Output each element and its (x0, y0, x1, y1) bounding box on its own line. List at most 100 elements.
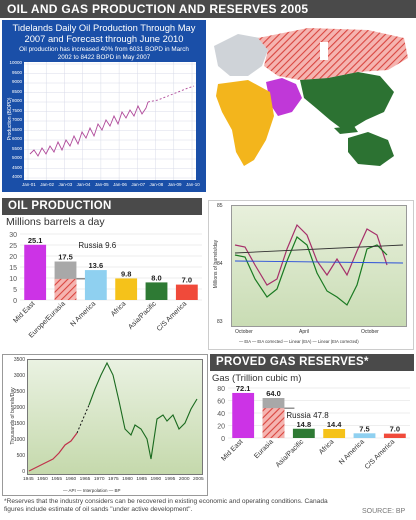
tidelands-panel: Tidelands Daily Oil Production Through M… (2, 20, 206, 192)
category-label: Africa (110, 300, 128, 318)
historic-x-tick: 2005 (193, 477, 204, 482)
tidelands-y-tick: 4500 (11, 164, 22, 170)
right-y-tick: 84 (217, 261, 223, 267)
map-europe (214, 34, 268, 76)
eia-corrected-line (234, 236, 388, 306)
bar-russia-portion (54, 278, 77, 300)
historic-x-tick: 1945 (23, 477, 34, 482)
historic-y-tick: 2000 (13, 405, 25, 411)
footnote: *Reserves that the industry considers ca… (4, 498, 328, 513)
tidelands-x-tick: Jan-05 (94, 182, 109, 187)
category-label: N America (338, 438, 366, 466)
bar-africa (323, 429, 346, 438)
right-line-plot-area (231, 205, 407, 327)
page-title-bar: OIL AND GAS PRODUCTION AND RESERVES 2005 (0, 0, 416, 18)
tidelands-y-tick: 10000 (9, 60, 22, 65)
tidelands-x-tick: Jan-06 (113, 182, 127, 187)
tidelands-x-tick: Jan-01 (22, 182, 36, 187)
tidelands-x-tick: Jan-10 (186, 182, 200, 187)
tidelands-y-tick: 8000 (11, 98, 22, 103)
oil-production-title: OIL PRODUCTION (8, 200, 112, 212)
tidelands-y-tick: 6000 (11, 136, 22, 141)
bar-value-label: 64.0 (266, 389, 281, 398)
right-line-chart-panel: Millions of barrels/day 85 84 83 October Ap… (208, 200, 414, 350)
map-lake (320, 42, 328, 60)
historic-x-tick: 1955 (51, 477, 62, 482)
y-tick-label: 25 (9, 243, 17, 250)
world-map: SOURCE: BP (208, 20, 414, 192)
world-map-svg (214, 28, 408, 166)
russia-label: Russia 9.6 (78, 241, 116, 250)
bar-africa (115, 278, 138, 300)
bar-value-label: 25.1 (28, 236, 43, 245)
bar-value-label: 13.6 (89, 261, 104, 270)
bar-value-label: 8.0 (151, 273, 161, 282)
bar-mid-east (232, 392, 255, 438)
historic-y-tick: 2500 (13, 389, 25, 395)
tidelands-plot-area (24, 62, 196, 180)
historic-x-tick: 1990 (150, 477, 162, 482)
historic-x-tick: 1970 (93, 477, 105, 482)
historic-x-tick: 1985 (136, 477, 147, 482)
bar-value-label: 14.4 (327, 420, 342, 429)
tidelands-x-tick: Jan-02 (40, 182, 54, 187)
category-label: N America (69, 300, 97, 328)
y-tick-label: 60 (217, 399, 225, 406)
historic-ylabel: Thousands of barrels/Day (10, 387, 16, 445)
bar-c-s-america (383, 433, 406, 438)
tidelands-svg (24, 62, 196, 180)
oil-production-header: OIL PRODUCTION (2, 198, 202, 215)
category-label: Africa (318, 438, 336, 456)
historic-legend: — API — Interpolation — BP (63, 488, 121, 493)
y-tick-label: 15 (9, 265, 17, 272)
y-tick-label: 80 (217, 386, 225, 393)
map-eurasia (258, 28, 408, 80)
interpolation-line (76, 404, 90, 434)
historic-y-tick: 0 (22, 469, 25, 475)
tidelands-x-tick: Jan-08 (149, 182, 164, 187)
bar-value-label: 14.8 (297, 420, 312, 429)
right-x-tick: October (235, 329, 253, 335)
tidelands-x-tick: Jan-03 (58, 182, 73, 187)
tidelands-x-tick: Jan-09 (167, 182, 182, 187)
tidelands-y-tick: 9000 (11, 79, 22, 84)
tidelands-y-tick: 9500 (11, 69, 22, 75)
historic-chart-panel: Thousands of barrels/Day 3500 3000 2500 200… (2, 354, 208, 496)
historic-y-tick: 3500 (13, 357, 25, 363)
category-label: C/S America (156, 300, 189, 333)
gas-reserves-title: PROVED GAS RESERVES* (216, 356, 369, 368)
y-tick-label: 20 (217, 424, 225, 431)
historic-x-tick: 1965 (79, 477, 91, 482)
bar-value-label: 9.8 (121, 269, 131, 278)
historic-y-tick: 3000 (13, 373, 25, 379)
category-label: Asia/Pacific (127, 300, 158, 331)
tidelands-y-tick: 5000 (11, 155, 22, 160)
page-title: OIL AND GAS PRODUCTION AND RESERVES 2005 (7, 2, 309, 16)
right-x-tick: October (361, 329, 379, 335)
right-x-tick: April (299, 329, 310, 335)
bar-asia-pacific (145, 282, 168, 300)
tidelands-y-tick: 8500 (11, 88, 22, 94)
historic-x-tick: 1950 (37, 477, 48, 482)
y-tick-label: 5 (13, 287, 17, 294)
gas-reserves-unit: Gas (Trillion cubic m) (212, 373, 302, 384)
bar-value-label: 17.5 (58, 253, 73, 262)
historic-y-tick: 500 (16, 453, 25, 459)
map-africa (216, 80, 274, 166)
bar-value-label: 7.5 (359, 424, 369, 433)
tidelands-subtitle: Oil production has increased 40% from 60… (19, 46, 189, 61)
historic-x-tick: 1960 (65, 477, 77, 482)
y-tick-label: 40 (217, 411, 225, 418)
historic-y-tick: 1500 (13, 421, 25, 427)
y-tick-label: 10 (9, 276, 17, 283)
y-tick-label: 0 (13, 298, 17, 305)
tidelands-forecast-line (147, 85, 195, 103)
historic-svg (28, 361, 198, 472)
category-label: Asia/Pacific (275, 438, 306, 469)
right-y-tick: 85 (217, 203, 223, 209)
bar-value-label: 7.0 (182, 276, 192, 285)
tidelands-x-tick: Jan-07 (131, 182, 146, 187)
tidelands-title: Tidelands Daily Oil Production Through M… (12, 22, 196, 44)
